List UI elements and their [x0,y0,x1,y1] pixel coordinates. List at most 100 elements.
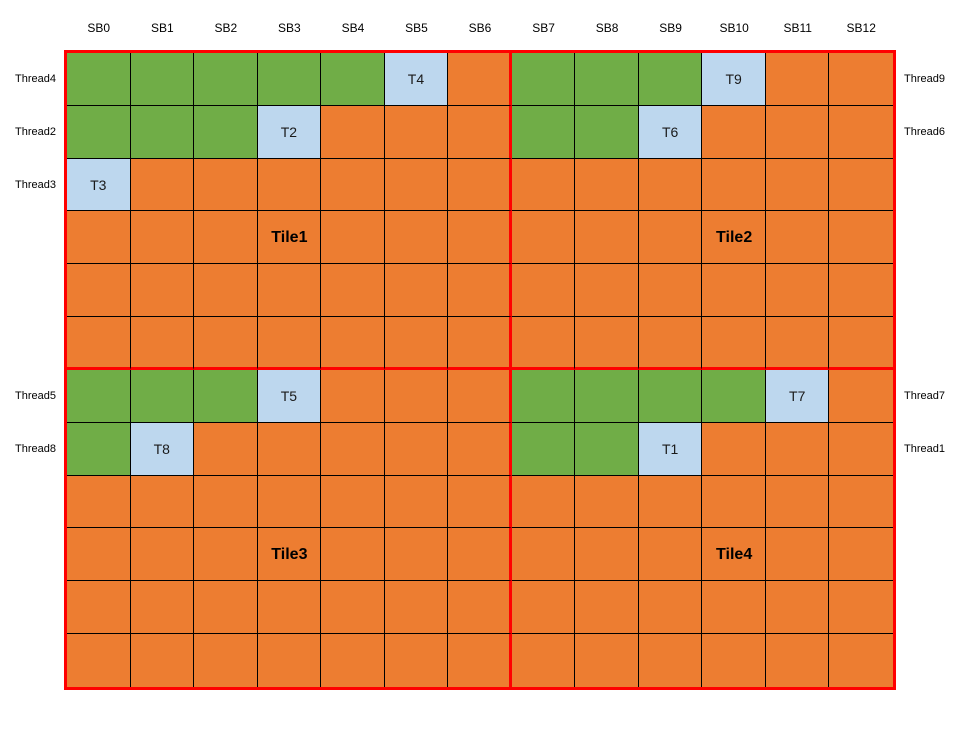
grid-cell-pending-r9-c7 [511,528,576,582]
grid-cell-pending-r9-c11 [765,528,830,582]
thread-position-marker: T4 [407,70,425,87]
grid-cell-pending-r9-c3 [257,528,322,582]
grid-cell-processed-r0-c4 [321,53,385,106]
grid-cell-current-r7-c1: T8 [130,422,195,476]
grid-cell-processed-r1-c8 [575,105,639,159]
grid-cell-pending-r8-c3 [257,475,322,529]
grid-cell-pending-r5-c6 [448,317,512,370]
grid-cell-pending-r6-c6 [448,369,512,423]
grid-cell-pending-r8-c8 [575,475,639,529]
grid-cell-pending-r5-c3 [257,317,322,370]
grid-cell-pending-r9-c0 [67,528,131,582]
right-thread-label-thread7: Thread7 [904,390,945,403]
left-thread-label-thread8: Thread8 [15,443,56,456]
grid-cell-processed-r6-c9 [638,369,703,423]
grid-cell-pending-r11-c3 [257,634,322,687]
grid-cell-pending-r8-c12 [829,475,893,529]
grid-cell-pending-r4-c0 [67,264,131,318]
grid-cell-processed-r6-c0 [67,369,131,423]
column-header-sb10: SB10 [719,21,749,35]
column-header-sb8: SB8 [595,21,619,35]
grid-cell-pending-r11-c8 [575,634,639,687]
grid-cell-pending-r2-c4 [321,158,385,212]
grid-cell-pending-r5-c7 [511,317,576,370]
grid-cell-pending-r11-c9 [638,634,703,687]
grid-cell-processed-r6-c2 [194,369,258,423]
grid-cell-pending-r10-c1 [130,581,195,635]
thread-position-marker: T1 [661,440,679,457]
grid-cell-pending-r10-c3 [257,581,322,635]
grid-cell-pending-r0-c11 [765,53,830,106]
grid-cell-pending-r5-c0 [67,317,131,370]
column-header-sb2: SB2 [214,21,238,35]
grid-cell-pending-r11-c10 [702,634,766,687]
grid-cell-pending-r7-c11 [765,422,830,476]
superblock-grid: T4 T9 T2 T6 T3 T5 T7 T8 T1 [64,50,896,690]
grid-cell-pending-r9-c2 [194,528,258,582]
grid-cell-pending-r8-c4 [321,475,385,529]
grid-cell-pending-r7-c3 [257,422,322,476]
grid-cell-pending-r10-c4 [321,581,385,635]
grid-cell-processed-r1-c7 [511,105,576,159]
grid-cell-pending-r11-c5 [384,634,449,687]
grid-cell-pending-r5-c2 [194,317,258,370]
grid-cell-processed-r7-c8 [575,422,639,476]
grid-cell-processed-r0-c3 [257,53,322,106]
grid-cell-pending-r9-c8 [575,528,639,582]
grid-cell-pending-r5-c12 [829,317,893,370]
grid-cell-pending-r4-c2 [194,264,258,318]
grid-cell-pending-r3-c2 [194,211,258,265]
grid-cell-pending-r2-c7 [511,158,576,212]
grid-cell-pending-r8-c11 [765,475,830,529]
grid-cell-pending-r10-c7 [511,581,576,635]
grid-cell-pending-r10-c12 [829,581,893,635]
grid-cell-processed-r0-c0 [67,53,131,106]
column-header-sb11: SB11 [783,21,812,35]
grid-cell-processed-r0-c9 [638,53,703,106]
grid-cell-processed-r1-c1 [130,105,195,159]
grid-cell-pending-r8-c10 [702,475,766,529]
grid-cell-processed-r0-c1 [130,53,195,106]
grid-cell-pending-r11-c6 [448,634,512,687]
grid-cell-pending-r9-c10 [702,528,766,582]
column-header-sb0: SB0 [87,21,111,35]
grid-cell-processed-r6-c7 [511,369,576,423]
grid-cell-pending-r9-c1 [130,528,195,582]
grid-cell-pending-r2-c1 [130,158,195,212]
grid-cell-pending-r2-c12 [829,158,893,212]
grid-cell-pending-r1-c11 [765,105,830,159]
column-header-sb6: SB6 [468,21,492,35]
grid-cell-pending-r2-c2 [194,158,258,212]
grid-cell-processed-r6-c10 [702,369,766,423]
grid-cell-pending-r8-c7 [511,475,576,529]
thread-position-marker: T9 [725,70,742,87]
grid-cell-pending-r4-c9 [638,264,703,318]
grid-cell-pending-r3-c4 [321,211,385,265]
grid-cell-pending-r10-c9 [638,581,703,635]
grid-cell-pending-r7-c10 [702,422,766,476]
grid-cell-current-r1-c9: T6 [638,105,703,159]
grid-cell-pending-r5-c10 [702,317,766,370]
left-thread-label-thread5: Thread5 [15,390,56,403]
grid-cell-pending-r10-c6 [448,581,512,635]
grid-cell-pending-r3-c11 [765,211,830,265]
grid-cell-pending-r0-c12 [829,53,893,106]
grid-cell-pending-r11-c0 [67,634,131,687]
grid-cell-current-r7-c9: T1 [638,422,703,476]
grid-cell-pending-r9-c6 [448,528,512,582]
grid-cell-pending-r3-c6 [448,211,512,265]
grid-cell-pending-r10-c10 [702,581,766,635]
grid-cell-pending-r6-c4 [321,369,385,423]
grid-cell-pending-r3-c8 [575,211,639,265]
column-header-sb7: SB7 [532,21,555,35]
grid-cell-pending-r3-c0 [67,211,131,265]
grid-cell-pending-r1-c6 [448,105,512,159]
grid-cell-pending-r8-c1 [130,475,195,529]
grid-cell-current-r6-c11: T7 [765,369,830,423]
thread-position-marker: T7 [789,387,806,404]
grid-cell-pending-r2-c3 [257,158,322,212]
right-thread-label-thread9: Thread9 [904,73,945,86]
grid-cell-current-r1-c3: T2 [257,105,322,159]
grid-cell-pending-r8-c5 [384,475,449,529]
